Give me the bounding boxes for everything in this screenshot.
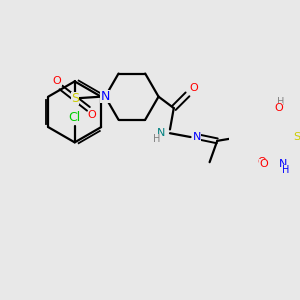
- Text: O: O: [53, 76, 62, 86]
- Text: O: O: [88, 110, 97, 120]
- Text: N: N: [193, 132, 201, 142]
- Text: H: H: [282, 165, 290, 176]
- Text: Cl: Cl: [69, 112, 81, 124]
- Text: S: S: [293, 132, 300, 142]
- Text: N: N: [279, 159, 287, 169]
- Text: O: O: [189, 83, 198, 93]
- Text: S: S: [71, 92, 79, 105]
- Text: N: N: [157, 128, 165, 138]
- Text: H: H: [277, 97, 284, 107]
- Text: N: N: [100, 90, 110, 103]
- Text: O: O: [274, 103, 283, 113]
- Text: O: O: [259, 159, 268, 169]
- Text: H: H: [153, 134, 160, 144]
- Text: O: O: [257, 157, 266, 167]
